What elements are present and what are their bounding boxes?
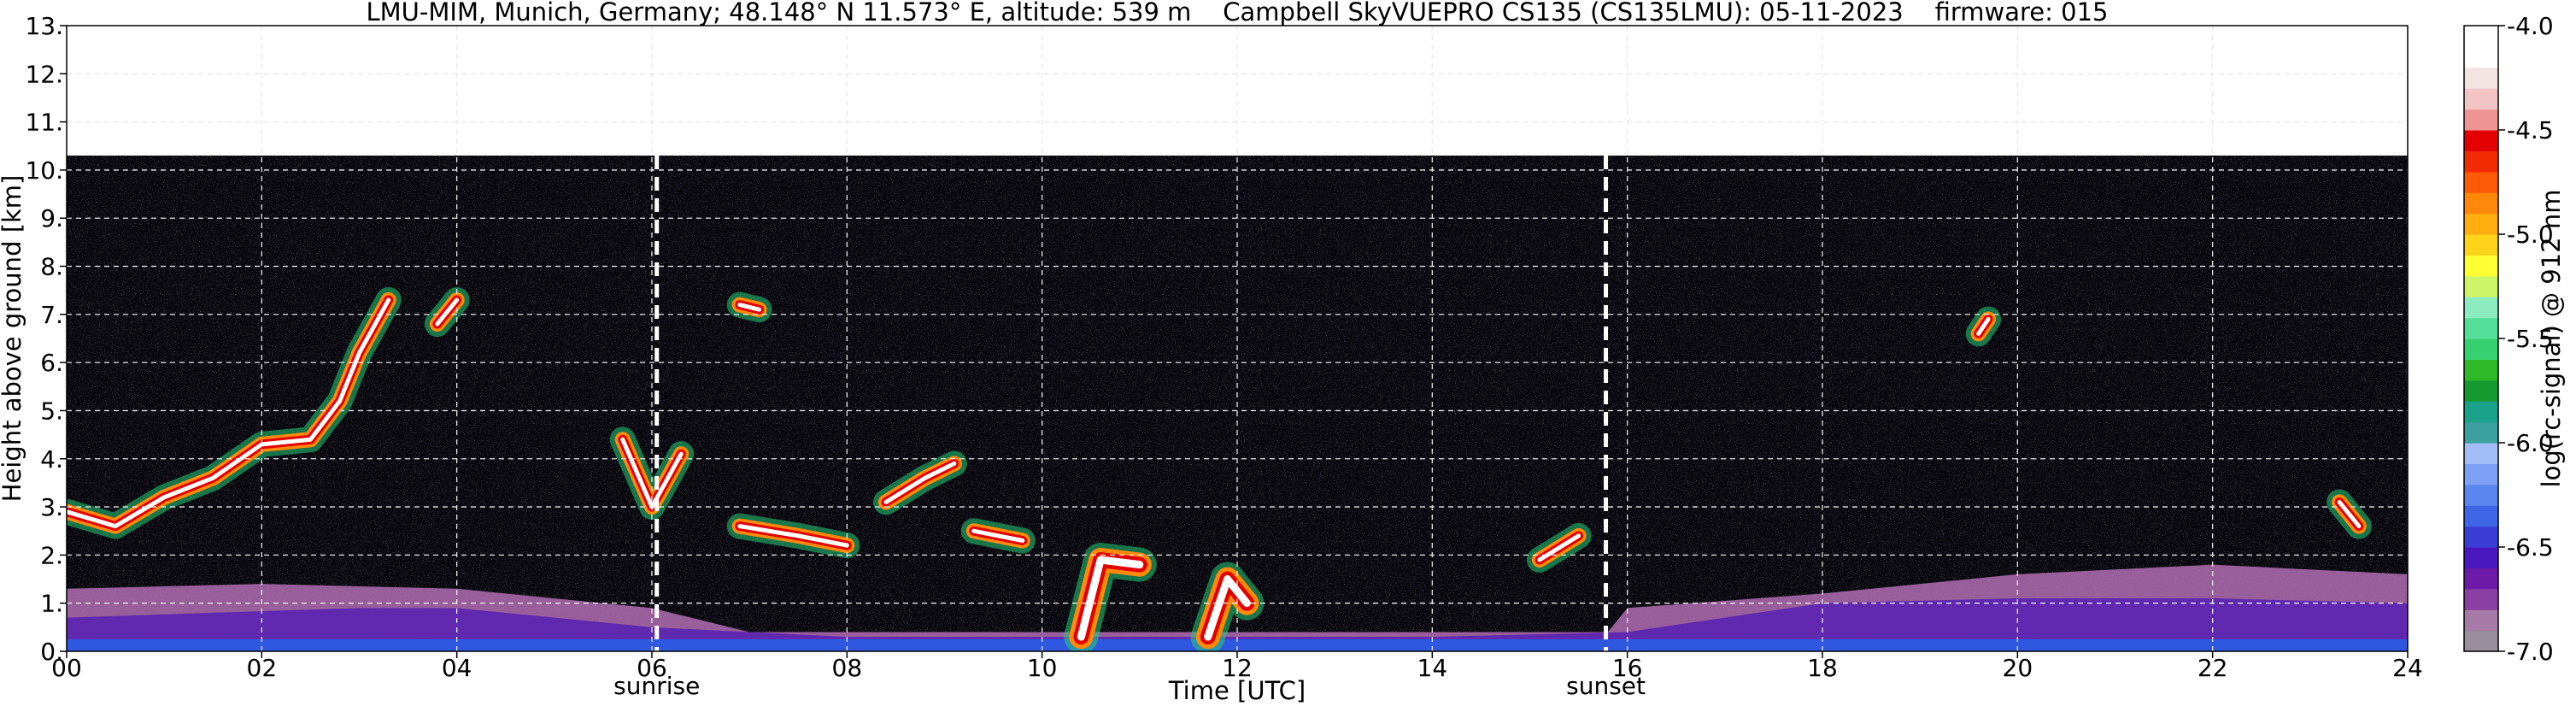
- feature-5: [873, 450, 967, 515]
- feature-core: [737, 303, 762, 312]
- colorbar-segment: [2464, 609, 2498, 632]
- colorbar-segment: [2464, 359, 2498, 381]
- y-tick-label: 5.: [40, 397, 63, 425]
- feature-9: [1526, 522, 1592, 574]
- x-tick-label: 04: [442, 654, 472, 682]
- grid: [67, 26, 2408, 651]
- annotation-labels: sunrise sunset: [613, 672, 1646, 700]
- chart-title: LMU-MIM, Munich, Germany; 48.148° N 11.5…: [367, 0, 2109, 26]
- feature-4: [726, 513, 860, 559]
- y-tick-label: 6.: [40, 349, 63, 377]
- colorbar-segment: [2464, 421, 2498, 444]
- colorbar-segment: [2464, 443, 2498, 464]
- colorbar-tick-label: -4.5: [2507, 116, 2554, 144]
- feature-core: [1976, 316, 1991, 336]
- y-tick-label: 11.: [25, 109, 63, 137]
- colorbar-segment: [2464, 484, 2498, 506]
- y-axis: 0. 1. 2. 3. 4. 5. 6. 7. 8. 9. 10. 11. 12. 13.: [25, 12, 67, 666]
- colorbar-tick-label: -5.0: [2507, 221, 2554, 249]
- x-tick-label: 20: [2003, 654, 2033, 682]
- sunrise-label: sunrise: [613, 672, 700, 700]
- y-tick-label: 10.: [25, 156, 63, 185]
- x-tick-label: 00: [51, 654, 82, 682]
- colorbar-segment: [2464, 192, 2498, 215]
- feature-core: [883, 461, 957, 504]
- x-tick-label: 16: [1612, 654, 1643, 682]
- y-tick-label: 7.: [40, 301, 63, 329]
- x-tick-label: 06: [637, 654, 667, 682]
- x-tick-label: 14: [1417, 654, 1448, 682]
- feature-core: [1077, 556, 1144, 641]
- x-tick-label: 12: [1222, 654, 1253, 682]
- colorbar-segment: [2464, 150, 2498, 173]
- feature-10: [1965, 306, 2002, 347]
- colorbar-segment: [2464, 234, 2498, 256]
- colorbar: -4.0 -4.5 -5.0 -5.5 -6.0 -6.5 -7.0: [2463, 12, 2554, 666]
- feature-11: [2327, 489, 2372, 539]
- x-tick-label: 10: [1027, 654, 1058, 682]
- colorbar-tick-label: -4.0: [2507, 12, 2554, 40]
- x-tick-label: 24: [2392, 654, 2423, 682]
- y-tick-label: 2.: [40, 541, 63, 569]
- colorbar-segment: [2464, 505, 2498, 527]
- colorbar-segment: [2464, 338, 2498, 360]
- colorbar-segment: [2464, 463, 2498, 485]
- colorbar-label: log(rc-signal) @ 912 nm: [2537, 190, 2566, 488]
- colorbar-segment: [2464, 67, 2498, 89]
- colorbar-segment: [2464, 109, 2498, 131]
- colorbar-segment: [2464, 130, 2498, 151]
- colorbar-segment: [2464, 26, 2498, 47]
- colorbar-segment: [2464, 630, 2498, 652]
- colorbar-segment: [2464, 568, 2498, 590]
- annotation-lines: [654, 156, 1609, 651]
- colorbar-segment: [2464, 255, 2498, 277]
- y-tick-label: 9.: [40, 204, 63, 232]
- feature-core: [1204, 575, 1251, 641]
- colorbar-tick-label: -6.5: [2507, 533, 2554, 562]
- colorbar-tick-label: -6.0: [2507, 429, 2554, 457]
- x-tick-label: 18: [1807, 654, 1838, 682]
- x-tick-label: 02: [247, 654, 278, 682]
- colorbar-segment: [2464, 379, 2498, 402]
- feature-1: [424, 286, 470, 338]
- y-tick-label: 8.: [40, 253, 63, 281]
- colorbar-segment: [2464, 297, 2498, 319]
- feature-8: [1190, 562, 1265, 651]
- feature-core: [971, 528, 1025, 543]
- y-axis-label: Height above ground [km]: [0, 175, 26, 503]
- colorbar-segment: [2464, 275, 2498, 297]
- colorbar-segment: [2464, 213, 2498, 235]
- feature-core: [737, 524, 849, 548]
- feature-core: [2337, 499, 2362, 529]
- x-axis: 00 02 04 06 08 10 12 14 16 18 20 22 24: [51, 651, 2423, 682]
- y-tick-label: 4.: [40, 445, 63, 474]
- x-tick-label: 22: [2198, 654, 2228, 682]
- sunset-label: sunset: [1566, 672, 1646, 700]
- y-tick-label: 0.: [40, 638, 63, 666]
- colorbar-segment: [2464, 588, 2498, 610]
- plot-area: [67, 26, 2408, 651]
- y-tick-label: 12.: [25, 60, 63, 88]
- x-axis-label: Time [UTC]: [1168, 676, 1306, 705]
- colorbar-segment: [2464, 547, 2498, 568]
- colorbar-segment: [2464, 526, 2498, 548]
- x-tick-label: 08: [832, 654, 863, 682]
- feature-3: [726, 291, 772, 323]
- colorbar-segment: [2464, 46, 2498, 68]
- colorbar-tick-label: -7.0: [2507, 638, 2554, 666]
- y-tick-label: 1.: [40, 590, 63, 618]
- colorbar-segment: [2464, 317, 2498, 339]
- colorbar-segment: [2464, 88, 2498, 110]
- y-tick-label: 3.: [40, 493, 63, 521]
- feature-core: [435, 297, 460, 327]
- y-tick-label: 13.: [25, 12, 63, 40]
- feature-core: [1537, 533, 1581, 562]
- colorbar-tick-label: -5.5: [2507, 325, 2554, 353]
- feature-7: [1064, 543, 1157, 651]
- colorbar-segment: [2464, 401, 2498, 423]
- colorbar-segment: [2464, 171, 2498, 193]
- feature-6: [960, 518, 1036, 554]
